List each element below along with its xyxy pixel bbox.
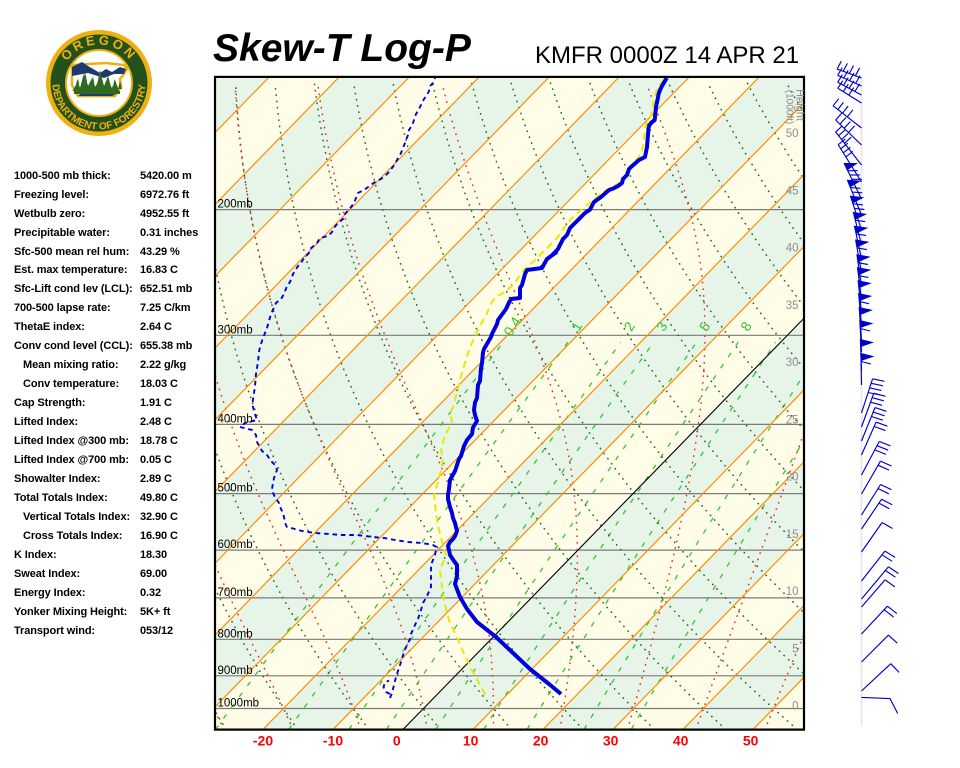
svg-text:40: 40: [786, 243, 799, 255]
svg-text:1000mb: 1000mb: [218, 698, 260, 710]
svg-text:20: 20: [786, 472, 799, 484]
svg-text:-20: -20: [253, 733, 273, 749]
svg-text:900mb: 900mb: [218, 665, 253, 677]
svg-text:700mb: 700mb: [218, 587, 253, 599]
svg-text:45: 45: [786, 185, 799, 197]
svg-text:600mb: 600mb: [218, 539, 253, 551]
svg-text:15: 15: [786, 529, 799, 541]
svg-text:500mb: 500mb: [218, 483, 253, 495]
svg-text:0: 0: [792, 701, 798, 713]
svg-text:10: 10: [786, 586, 799, 598]
svg-text:Height: Height: [794, 89, 806, 121]
svg-text:-10: -10: [323, 733, 343, 749]
svg-text:200mb: 200mb: [218, 199, 253, 211]
svg-text:35: 35: [786, 300, 799, 312]
svg-text:400mb: 400mb: [218, 413, 253, 425]
svg-text:5: 5: [792, 643, 798, 655]
svg-text:10: 10: [463, 733, 479, 749]
svg-text:30: 30: [603, 733, 619, 749]
svg-text:50: 50: [786, 128, 799, 140]
svg-text:0: 0: [393, 733, 401, 749]
svg-text:20: 20: [533, 733, 549, 749]
svg-text:30: 30: [786, 357, 799, 369]
svg-text:25: 25: [786, 414, 799, 426]
svg-text:800mb: 800mb: [218, 628, 253, 640]
svg-text:50: 50: [743, 733, 759, 749]
svg-text:40: 40: [673, 733, 689, 749]
svg-text:(1000ft): (1000ft): [784, 90, 795, 124]
svg-text:300mb: 300mb: [218, 324, 253, 336]
